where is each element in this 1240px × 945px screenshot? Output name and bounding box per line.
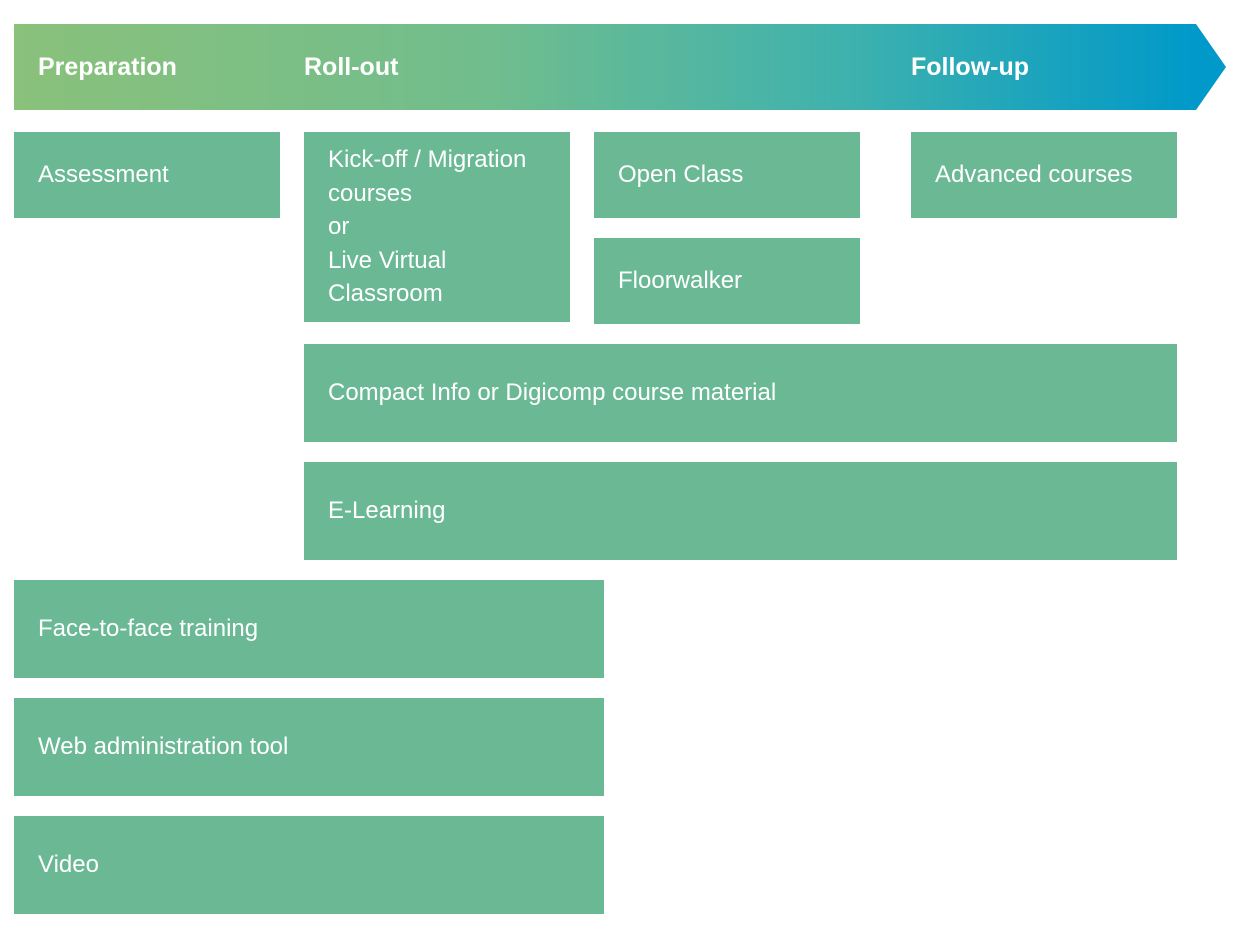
phase-label-preparation: Preparation [38,53,177,82]
box-face-to-face: Face-to-face training [14,580,604,678]
box-web-admin: Web administration tool [14,698,604,796]
box-assessment: Assessment [14,132,280,218]
phase-label-followup: Follow-up [911,53,1029,82]
box-e-learning: E-Learning [304,462,1177,560]
phase-header-arrow: Preparation Roll-out Follow-up [14,24,1226,110]
box-advanced-courses: Advanced courses [911,132,1177,218]
box-floorwalker: Floorwalker [594,238,860,324]
diagram-canvas: PreparationRoll-outFollow-up AssessmentK… [14,24,1226,132]
phase-header-bar: Preparation Roll-out Follow-up [14,24,1196,110]
box-compact-info: Compact Info or Digicomp course material [304,344,1177,442]
box-kickoff: Kick-off / Migration courses or Live Vir… [304,132,570,322]
box-open-class: Open Class [594,132,860,218]
phase-label-rollout: Roll-out [304,53,398,82]
box-video: Video [14,816,604,914]
phase-header-arrow-tip [1196,24,1226,110]
